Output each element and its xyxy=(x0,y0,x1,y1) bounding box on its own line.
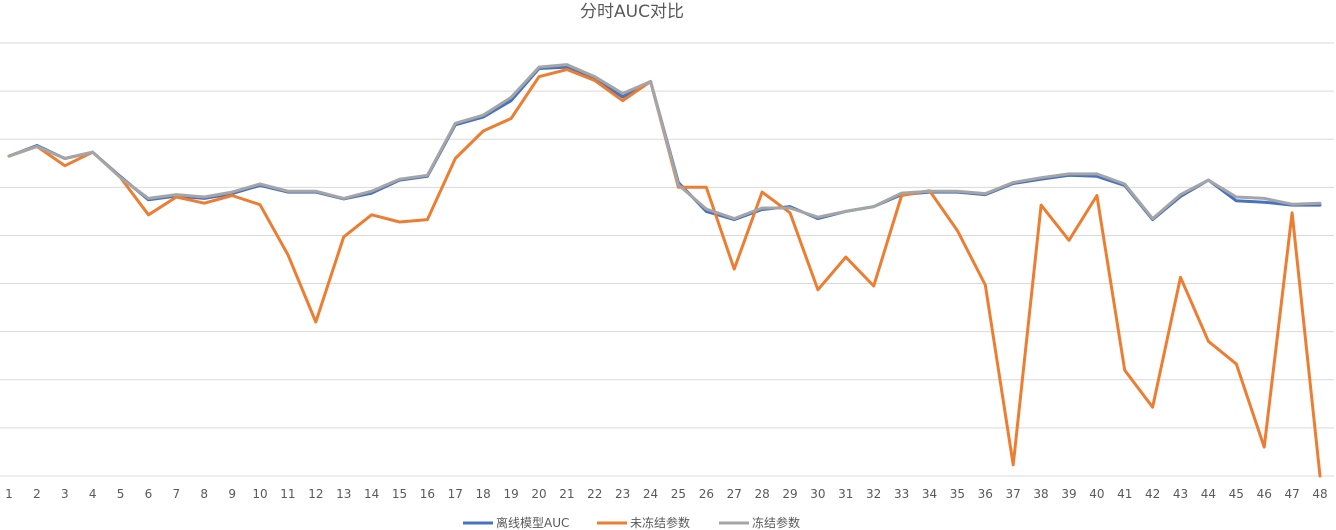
x-tick-label: 11 xyxy=(280,487,295,501)
x-tick-label: 47 xyxy=(1284,487,1299,501)
x-tick-label: 7 xyxy=(173,487,181,501)
series-line-3 xyxy=(7,63,1322,221)
x-tick-label: 10 xyxy=(252,487,267,501)
x-tick-label: 37 xyxy=(1006,487,1021,501)
x-tick-label: 35 xyxy=(950,487,965,501)
x-tick-label: 19 xyxy=(503,487,518,501)
x-tick-label: 36 xyxy=(978,487,993,501)
x-tick-label: 26 xyxy=(699,487,714,501)
x-tick-label: 25 xyxy=(671,487,686,501)
legend: 离线模型AUC 未冻结参数 冻结参数 xyxy=(463,515,800,530)
x-tick-label: 42 xyxy=(1145,487,1160,501)
x-tick-label: 17 xyxy=(448,487,463,501)
x-tick-label: 34 xyxy=(922,487,937,501)
x-tick-label: 12 xyxy=(308,487,323,501)
x-tick-label: 3 xyxy=(61,487,69,501)
x-tick-label: 44 xyxy=(1201,487,1216,501)
x-tick-label: 48 xyxy=(1312,487,1327,501)
x-tick-label: 20 xyxy=(531,487,546,501)
legend-label: 离线模型AUC xyxy=(496,515,569,530)
x-tick-label: 38 xyxy=(1033,487,1048,501)
x-tick-label: 18 xyxy=(476,487,491,501)
x-tick-label: 16 xyxy=(420,487,435,501)
x-tick-label: 1 xyxy=(5,487,13,501)
x-tick-label: 28 xyxy=(754,487,769,501)
legend-label: 未冻结参数 xyxy=(630,515,690,530)
x-tick-label: 33 xyxy=(894,487,909,501)
x-tick-label: 14 xyxy=(364,487,379,501)
x-tick-label: 31 xyxy=(838,487,853,501)
x-tick-label: 9 xyxy=(228,487,236,501)
x-tick-label: 43 xyxy=(1173,487,1188,501)
x-tick-label: 13 xyxy=(336,487,351,501)
x-tick-label: 2 xyxy=(33,487,41,501)
x-tick-label: 15 xyxy=(392,487,407,501)
gridlines xyxy=(0,42,1334,477)
x-tick-label: 5 xyxy=(117,487,125,501)
chart-title: 分时AUC对比 xyxy=(580,2,684,22)
x-tick-label: 29 xyxy=(782,487,797,501)
x-tick-label: 30 xyxy=(810,487,825,501)
x-tick-label: 22 xyxy=(587,487,602,501)
legend-label: 冻结参数 xyxy=(752,515,800,530)
x-tick-label: 45 xyxy=(1229,487,1244,501)
x-tick-label: 32 xyxy=(866,487,881,501)
x-tick-label: 8 xyxy=(200,487,208,501)
x-tick-label: 46 xyxy=(1257,487,1272,501)
x-tick-label: 40 xyxy=(1089,487,1104,501)
x-tick-label: 4 xyxy=(89,487,97,501)
x-tick-label: 24 xyxy=(643,487,658,501)
plot-area xyxy=(7,63,1322,478)
x-tick-label: 39 xyxy=(1061,487,1076,501)
x-tick-label: 6 xyxy=(145,487,153,501)
x-tick-label: 27 xyxy=(727,487,742,501)
x-tick-label: 41 xyxy=(1117,487,1132,501)
x-axis: 1 2 3 4 5 6 7 8 9 10 11 12 13 14 15 16 17 18 19 20 21 22 23 24 2… xyxy=(5,487,1327,501)
x-tick-label: 21 xyxy=(559,487,574,501)
x-tick-label: 23 xyxy=(615,487,630,501)
